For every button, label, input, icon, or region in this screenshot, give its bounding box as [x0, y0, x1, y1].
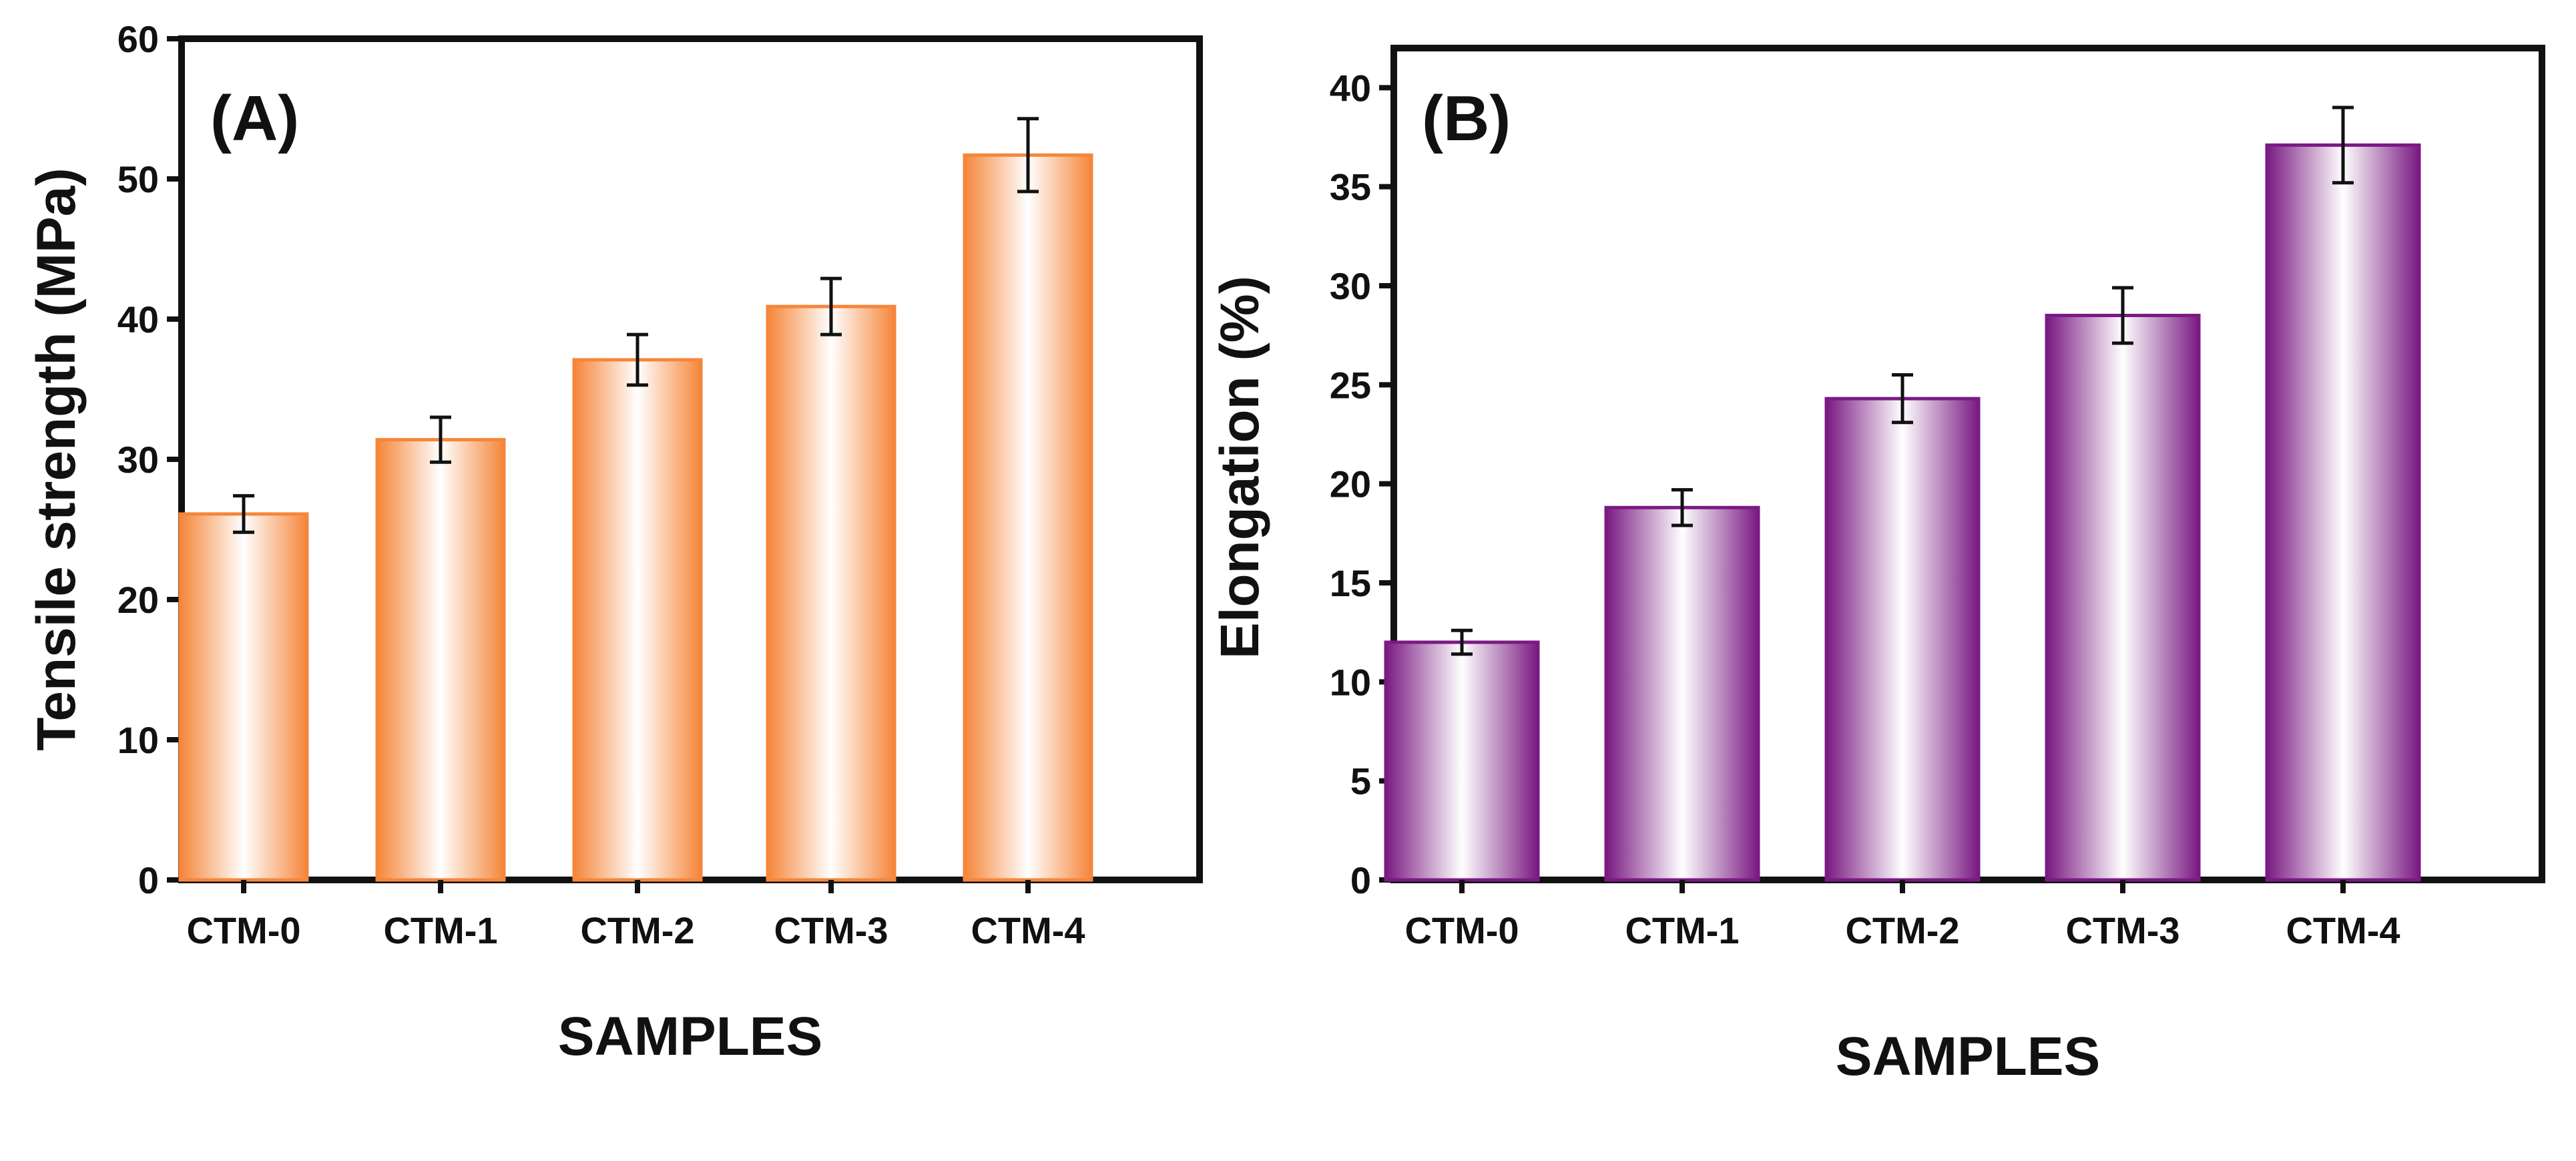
panel-a-x-axis: CTM-0 CTM-1 CTM-2 CTM-3 CTM-4 — [186, 880, 1085, 951]
panel-b-ylabel: Elongation (%) — [1210, 276, 1270, 659]
panel-b-category-label-ctm-2: CTM-2 — [1845, 909, 1959, 951]
panel-a-category-label-ctm-4: CTM-4 — [971, 909, 1085, 951]
panel-a-ytick-label-0: 0 — [138, 859, 159, 901]
panel-b-ytick-label-20: 20 — [1330, 463, 1371, 505]
panel-a-ytick-label-50: 50 — [117, 158, 159, 200]
panel-b-xlabel: SAMPLES — [1836, 1026, 2100, 1087]
panel-b-error-bar-ctm-3 — [2112, 286, 2133, 345]
panel-b-category-label-ctm-4: CTM-4 — [2286, 909, 2400, 951]
panel-b-error-bar-ctm-2 — [1892, 373, 1913, 425]
panel-b-error-bar-ctm-1 — [1671, 488, 1693, 527]
panel-b-chart: (B) Elongation (%) SAMPLES 0 5 10 15 20 25 30 3… — [1210, 45, 2545, 1087]
panel-a-ytick-label-30: 30 — [117, 439, 159, 481]
panel-a-bar-ctm-1 — [375, 438, 506, 882]
panel-b-bars — [1384, 105, 2421, 882]
panel-a-error-bar-ctm-2 — [627, 332, 648, 387]
panel-a-bar-ctm-3 — [766, 304, 896, 882]
panel-a-category-label-ctm-2: CTM-2 — [580, 909, 694, 951]
panel-b-ytick-label-35: 35 — [1330, 166, 1371, 208]
panel-a-error-bar-ctm-4 — [1017, 117, 1039, 194]
panel-a-error-bar-ctm-0 — [233, 494, 254, 534]
panel-b-bar-ctm-4 — [2265, 143, 2421, 882]
panel-b-error-bar-ctm-0 — [1451, 628, 1473, 656]
panel-a-bar-ctm-2 — [572, 358, 703, 882]
panel-b-category-label-ctm-1: CTM-1 — [1625, 909, 1739, 951]
panel-b-ytick-label-25: 25 — [1330, 364, 1371, 406]
panel-b-error-bar-ctm-4 — [2332, 105, 2354, 185]
panel-b-ytick-label-10: 10 — [1330, 661, 1371, 703]
panel-a-category-label-ctm-3: CTM-3 — [774, 909, 888, 951]
panel-b-bar-ctm-3 — [2045, 314, 2201, 882]
panel-b-bar-ctm-1 — [1604, 505, 1760, 882]
panel-a-category-label-ctm-1: CTM-1 — [383, 909, 497, 951]
panel-a-error-bar-ctm-1 — [430, 415, 451, 464]
panel-b-ytick-label-30: 30 — [1330, 265, 1371, 307]
panel-b-bar-ctm-0 — [1384, 640, 1540, 882]
panel-a-chart: (A) Tensile strength (MPa) SAMPLES 0 10 20… — [26, 18, 1203, 1067]
panel-b-ytick-label-0: 0 — [1350, 859, 1371, 901]
panel-a-bar-ctm-0 — [178, 512, 309, 882]
panel-b-y-axis: 0 5 10 15 20 25 30 35 40 — [1330, 67, 1394, 901]
panel-a-ytick-label-60: 60 — [117, 18, 159, 60]
panel-b-category-label-ctm-3: CTM-3 — [2065, 909, 2179, 951]
panel-a-error-bar-ctm-3 — [820, 276, 842, 336]
panel-b-ytick-label-15: 15 — [1330, 562, 1371, 604]
panel-a-xlabel: SAMPLES — [558, 1006, 822, 1067]
panel-b-ytick-label-5: 5 — [1350, 760, 1371, 802]
panel-a-ytick-label-20: 20 — [117, 579, 159, 621]
panel-b-category-label-ctm-0: CTM-0 — [1404, 909, 1519, 951]
panel-a-ylabel: Tensile strength (MPa) — [26, 168, 87, 750]
panel-b-ytick-label-40: 40 — [1330, 67, 1371, 109]
panel-a-category-label-ctm-0: CTM-0 — [186, 909, 300, 951]
panel-b-bar-ctm-2 — [1824, 397, 1981, 882]
panel-a-bar-ctm-4 — [963, 153, 1093, 882]
panel-a-y-axis: 0 10 20 30 40 50 60 — [117, 18, 182, 901]
panel-a-label: (A) — [210, 83, 299, 154]
panel-b-label: (B) — [1422, 83, 1511, 154]
panel-a-ytick-label-40: 40 — [117, 298, 159, 340]
panel-a-bars — [178, 117, 1093, 882]
panel-a-ytick-label-10: 10 — [117, 719, 159, 761]
panel-b-x-axis: CTM-0 CTM-1 CTM-2 CTM-3 CTM-4 — [1404, 880, 2400, 951]
